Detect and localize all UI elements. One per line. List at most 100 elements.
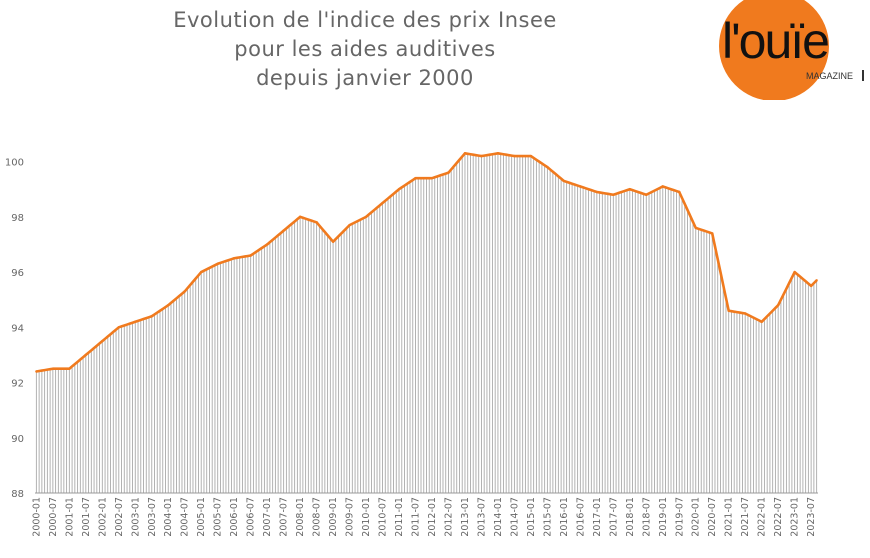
chart-title-line-2: pour les aides auditives <box>234 37 496 61</box>
y-tick-label: 90 <box>11 434 24 445</box>
x-tick-label: 2015-07 <box>542 497 553 537</box>
x-tick-label: 2023-07 <box>806 497 817 537</box>
x-tick-label: 2006-07 <box>246 497 257 537</box>
x-tick-label: 2000-01 <box>31 497 42 537</box>
x-tick-label: 2002-01 <box>97 497 108 537</box>
x-tick-label: 2020-07 <box>707 497 718 537</box>
x-tick-label: 2003-01 <box>130 497 141 537</box>
data-point <box>298 215 302 219</box>
data-point <box>793 270 796 274</box>
x-tick-label: 2005-07 <box>213 497 224 537</box>
x-tick-label: 2014-07 <box>509 497 520 537</box>
x-tick-label: 2017-07 <box>608 497 619 537</box>
data-point <box>414 176 417 180</box>
data-point <box>35 370 38 373</box>
x-tick-label: 2019-07 <box>674 497 685 537</box>
data-point <box>447 171 450 174</box>
data-point <box>496 152 500 155</box>
data-point <box>51 367 55 370</box>
x-tick-label: 2015-01 <box>526 497 537 537</box>
x-tick-label: 2021-07 <box>740 497 751 537</box>
data-point <box>150 315 153 318</box>
data-point <box>167 304 170 307</box>
x-tick-label: 2021-01 <box>724 497 735 537</box>
y-tick-label: 94 <box>11 323 24 334</box>
x-tick-label: 2017-01 <box>592 497 603 537</box>
logo-orange-circle <box>719 0 829 100</box>
data-point <box>68 367 71 370</box>
data-point <box>315 221 318 224</box>
data-point <box>430 176 434 180</box>
data-point <box>529 154 533 158</box>
y-tick-label: 96 <box>11 268 24 279</box>
x-tick-label: 2012-07 <box>443 497 454 537</box>
y-tick-label: 100 <box>5 158 24 169</box>
data-point <box>117 326 120 329</box>
x-tick-label: 2010-07 <box>378 497 389 537</box>
x-tick-label: 2012-01 <box>427 497 438 537</box>
x-tick-label: 2020-01 <box>691 497 702 537</box>
data-point <box>513 154 516 158</box>
x-tick-label: 2006-01 <box>229 497 240 537</box>
x-tick-label: 2018-01 <box>625 497 636 537</box>
data-point <box>628 188 632 191</box>
data-point <box>265 243 269 246</box>
x-tick-label: 2008-01 <box>295 497 306 537</box>
data-point <box>760 320 763 323</box>
x-tick-label: 2007-01 <box>262 497 273 537</box>
chart-title-line-3: depuis janvier 2000 <box>256 66 474 90</box>
chart-title-line-1: Evolution de l'indice des prix Insee <box>173 8 557 32</box>
logo-wordmark: l'ouïe <box>722 13 828 69</box>
x-tick-label: 2000-07 <box>48 497 59 537</box>
data-point <box>743 312 747 315</box>
data-point <box>612 193 615 196</box>
x-tick-label: 2005-01 <box>196 497 207 537</box>
data-point <box>463 152 467 155</box>
series-line <box>36 152 818 373</box>
data-point <box>661 185 664 188</box>
x-tick-label: 2023-01 <box>790 497 801 537</box>
data-point <box>364 215 368 219</box>
data-point <box>595 190 599 194</box>
x-tick-label: 2022-07 <box>773 497 784 537</box>
x-tick-label: 2011-01 <box>394 497 405 537</box>
data-point <box>331 240 335 243</box>
logo-subtitle: MAGAZINE <box>806 71 853 81</box>
data-point <box>216 262 219 265</box>
data-point <box>232 257 236 260</box>
x-tick-label: 2003-07 <box>147 497 158 537</box>
x-tick-label: 2001-01 <box>64 497 75 537</box>
y-tick-label: 98 <box>11 213 24 224</box>
data-point <box>348 223 351 227</box>
data-point <box>727 309 730 312</box>
data-point <box>282 229 285 232</box>
y-tick-label: 88 <box>11 489 24 500</box>
data-point <box>678 190 681 194</box>
data-point <box>815 279 818 282</box>
x-tick-label: 2016-01 <box>559 497 570 537</box>
data-point <box>776 304 780 307</box>
x-tick-label: 2007-07 <box>279 497 290 537</box>
data-point <box>381 201 384 205</box>
data-point <box>694 226 697 230</box>
x-tick-label: 2011-07 <box>411 497 422 537</box>
x-tick-label: 2010-01 <box>361 497 372 537</box>
data-point <box>249 254 252 257</box>
x-tick-label: 2013-07 <box>476 497 487 537</box>
x-tick-label: 2009-01 <box>328 497 339 537</box>
data-point <box>645 193 648 196</box>
x-tick-label: 2014-01 <box>493 497 504 537</box>
x-tick-label: 2008-07 <box>312 497 323 537</box>
data-point <box>397 188 401 191</box>
x-tick-label: 2004-07 <box>180 497 191 537</box>
x-tick-label: 2001-07 <box>81 497 92 537</box>
logo-subtitle-bracket <box>862 70 864 81</box>
data-point <box>809 284 813 288</box>
x-tick-label: 2009-07 <box>345 497 356 537</box>
data-point <box>546 165 549 169</box>
x-tick-label: 2013-01 <box>460 497 471 537</box>
data-point <box>200 270 203 274</box>
data-point <box>711 232 714 235</box>
data-point <box>84 353 88 357</box>
x-tick-label: 2018-07 <box>641 497 652 537</box>
